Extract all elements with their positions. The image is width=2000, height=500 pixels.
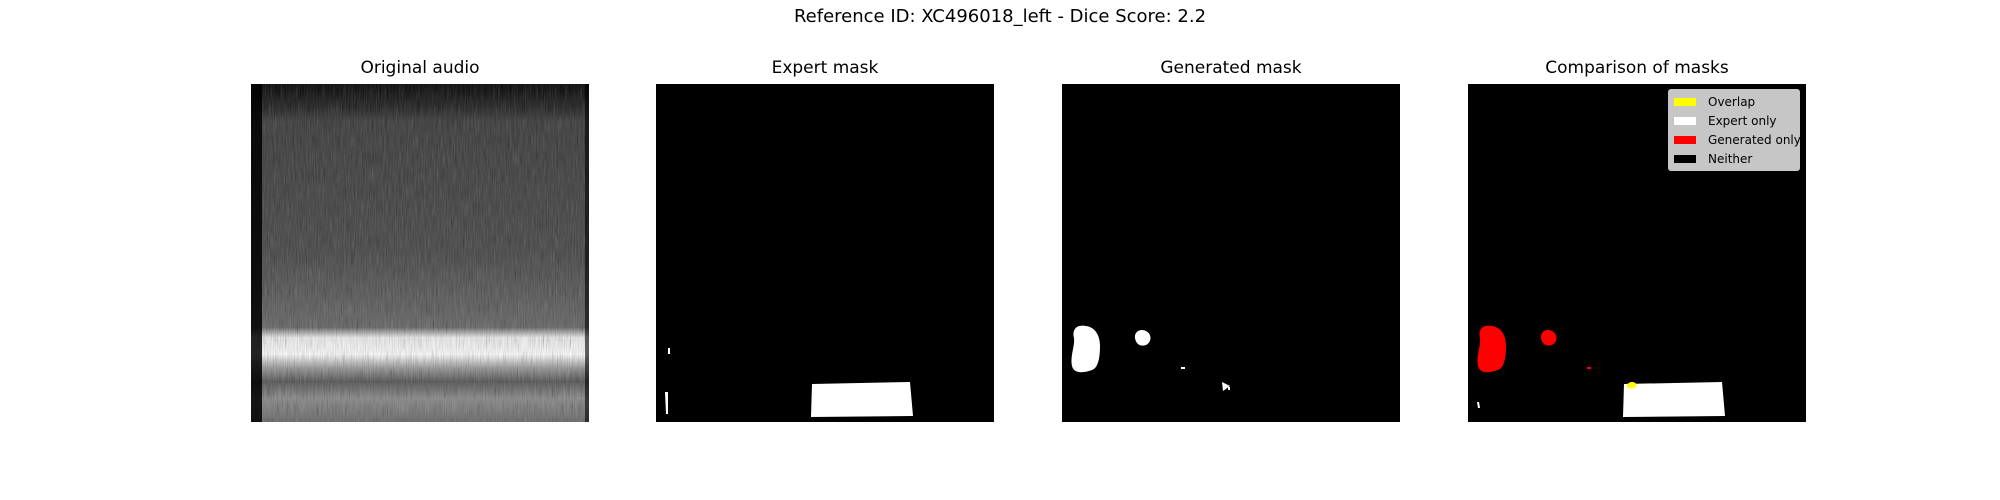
- overlap-region: [1627, 382, 1637, 389]
- panel-title-expert: Expert mask: [771, 58, 879, 78]
- legend-label: Neither: [1708, 151, 1753, 166]
- panel-title-generated: Generated mask: [1160, 58, 1302, 78]
- legend-swatch-generated-only: [1674, 135, 1696, 144]
- expert-only-region: [1623, 382, 1725, 417]
- legend-swatch-expert-only: [1674, 116, 1696, 125]
- legend-label: Expert only: [1708, 113, 1777, 128]
- legend-label: Overlap: [1708, 94, 1756, 109]
- legend-entry: Neither: [1674, 149, 1794, 168]
- legend-label: Generated only: [1708, 132, 1801, 147]
- expert-mask-image: [656, 84, 994, 422]
- legend-swatch-overlap: [1674, 97, 1696, 106]
- comparison-panel: Overlap Expert only Generated only Neith…: [1468, 84, 1806, 422]
- spectrogram-panel: [251, 84, 589, 422]
- generated-mask-image: [1062, 84, 1400, 422]
- legend-swatch-neither: [1674, 154, 1696, 163]
- generated-mask-panel: [1062, 84, 1400, 422]
- figure-suptitle: Reference ID: XC496018_left - Dice Score…: [793, 6, 1207, 27]
- legend-entry: Overlap: [1674, 92, 1794, 111]
- generated-only-region: [1477, 325, 1506, 373]
- expert-mask-panel: [656, 84, 994, 422]
- legend-entry: Generated only: [1674, 130, 1801, 149]
- spectrogram-image: [251, 84, 589, 422]
- panel-title-original: Original audio: [360, 58, 480, 78]
- legend: Overlap Expert only Generated only Neith…: [1668, 89, 1801, 171]
- expert-mask-region: [811, 382, 913, 417]
- generated-mask-region: [1071, 325, 1100, 373]
- panel-title-comparison: Comparison of masks: [1545, 58, 1729, 78]
- legend-entry: Expert only: [1674, 111, 1794, 130]
